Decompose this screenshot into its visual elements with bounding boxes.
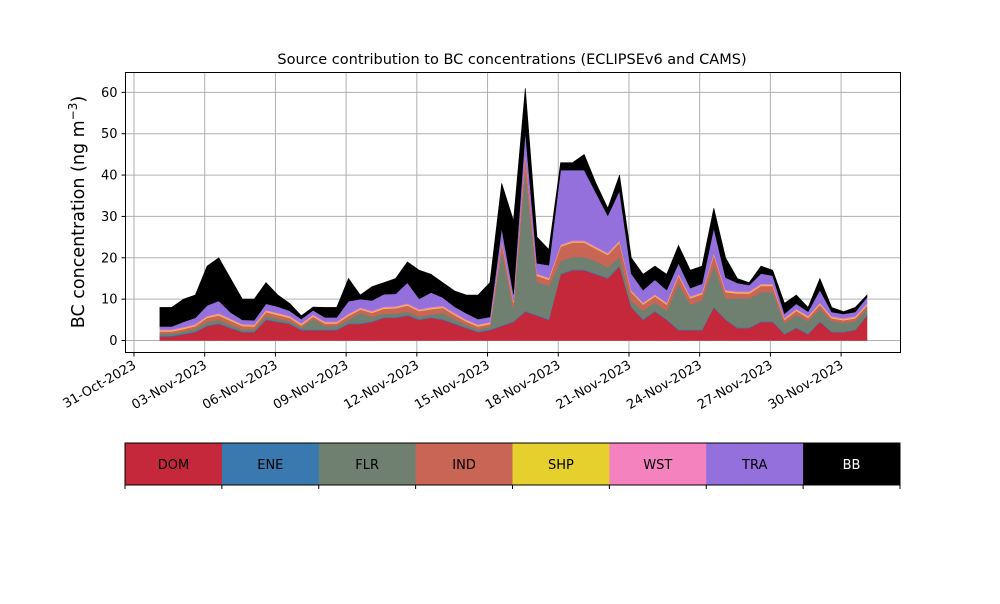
legend-label-tra: TRA (741, 458, 767, 473)
x-tick-label: 12-Nov-2023 (342, 358, 422, 413)
y-tick-label: 60 (101, 86, 118, 101)
y-axis: 0 10 20 30 40 50 60 (101, 86, 126, 349)
legend-swatch-flr (318, 443, 417, 485)
y-axis-label-close: ) (69, 96, 89, 103)
y-tick-label: 20 (101, 251, 118, 266)
legend-label-ene: ENE (257, 458, 283, 473)
chart-title: Source contribution to BC concentrations… (277, 52, 746, 68)
y-tick-label: 30 (101, 210, 118, 225)
y-tick-label: 10 (101, 293, 118, 308)
legend-label-bb: BB (843, 458, 861, 473)
legend-swatch-ind (415, 443, 513, 485)
plot-frame (125, 72, 901, 353)
x-axis: 31-Oct-202303-Nov-202306-Nov-202309-Nov-… (61, 352, 846, 413)
stacked-areas (159, 88, 868, 341)
x-tick-label: 30-Nov-2023 (766, 358, 846, 413)
x-tick-label: 15-Nov-2023 (412, 358, 492, 413)
x-tick-label: 18-Nov-2023 (483, 358, 563, 413)
legend-swatch-wst (609, 443, 707, 485)
area-bb (159, 88, 868, 327)
x-tick-label: 27-Nov-2023 (695, 358, 775, 413)
x-tick-label: 21-Nov-2023 (554, 358, 634, 413)
y-tick-label: 0 (109, 334, 117, 349)
y-axis-label-sup: −3 (66, 103, 80, 121)
legend-label-flr: FLR (355, 458, 379, 473)
x-tick-label: 31-Oct-2023 (61, 358, 139, 412)
legend-label-shp: SHP (548, 458, 574, 473)
legend-swatch-tra (706, 443, 804, 485)
x-tick-label: 09-Nov-2023 (271, 358, 351, 413)
legend-label-wst: WST (643, 458, 672, 473)
y-tick-label: 40 (101, 169, 118, 184)
legend-swatch-shp (512, 443, 610, 485)
y-tick-label: 50 (101, 127, 118, 142)
x-tick-label: 06-Nov-2023 (200, 358, 280, 413)
y-axis-label-main: BC concentration (ng m (69, 120, 89, 328)
legend-label-ind: IND (452, 458, 476, 473)
legend-colorbar: DOM ENE FLR IND SHP WST TRA BB (124, 442, 901, 489)
legend-label-dom: DOM (158, 458, 189, 473)
legend-swatch-ene (221, 443, 320, 485)
y-axis-label: BC concentration (ng m−3) (66, 96, 89, 328)
x-tick-label: 24-Nov-2023 (624, 358, 704, 413)
legend-swatch-bb (803, 443, 901, 485)
x-tick-label: 03-Nov-2023 (129, 358, 209, 413)
legend-swatch-dom (125, 443, 223, 485)
